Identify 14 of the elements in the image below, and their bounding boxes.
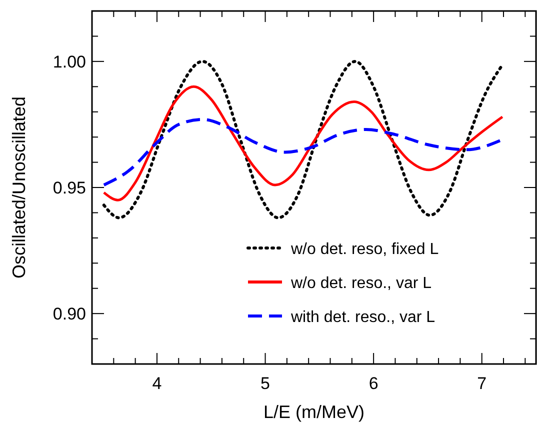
x-tick-label: 4 [152, 374, 162, 393]
legend-label: w/o det. reso., var L [290, 275, 432, 292]
line-series [102, 85, 504, 202]
x-tick-label: 5 [260, 374, 270, 393]
y-tick-label: 0.95 [52, 178, 86, 198]
x-tick-label: 6 [368, 374, 378, 393]
legend-label: w/o det. reso, fixed L [290, 241, 439, 258]
x-axis-title: L/E (m/MeV) [263, 402, 365, 422]
x-tick-label: 7 [477, 374, 487, 393]
y-tick-label: 0.90 [52, 304, 86, 324]
legend-label: with det. reso., var L [290, 309, 436, 326]
y-tick-label: 1.00 [52, 52, 86, 72]
y-axis-title: Oscillated/Unoscillated [9, 96, 29, 279]
line-series [102, 60, 503, 220]
